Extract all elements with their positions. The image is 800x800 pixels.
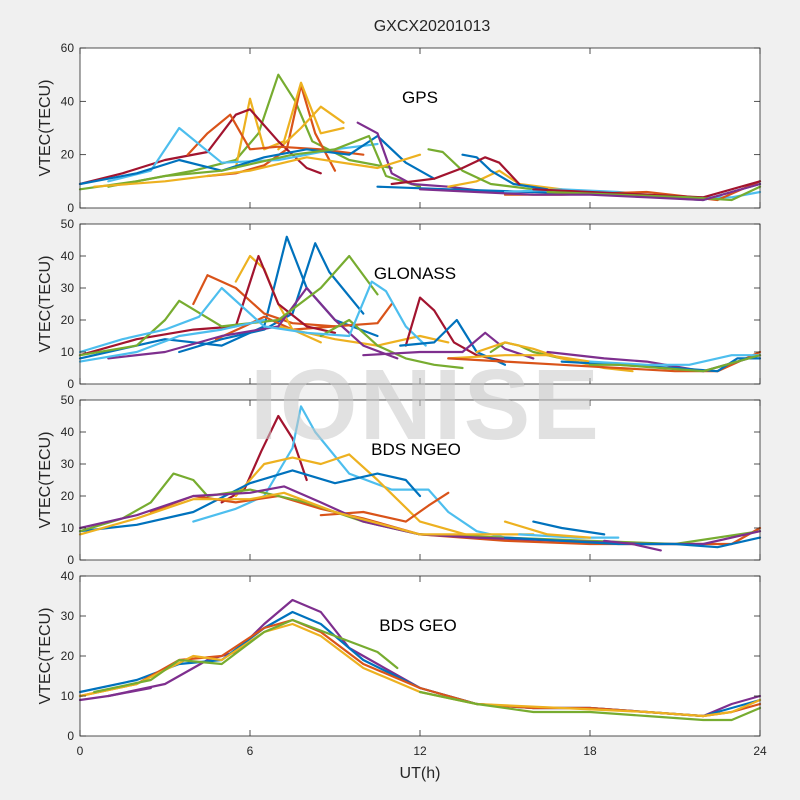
y-tick-label: 20 <box>61 489 75 503</box>
series-line-12 <box>447 169 563 191</box>
y-tick-label: 0 <box>67 201 74 215</box>
y-tick-label: 40 <box>61 425 75 439</box>
series-line-12 <box>78 318 266 363</box>
x-tick-label: 0 <box>77 744 84 758</box>
series-line-11 <box>93 153 422 188</box>
y-tick-label: 30 <box>61 281 75 295</box>
figure-title: GXCX20201013 <box>374 18 491 35</box>
series-line-15 <box>390 156 521 186</box>
series-line-18 <box>447 354 592 363</box>
y-axis-label: VTEC(TECU) <box>37 80 54 177</box>
series-line-15 <box>362 331 535 360</box>
y-tick-label: 10 <box>61 521 75 535</box>
y-tick-label: 40 <box>61 94 75 108</box>
panel-label: GPS <box>402 88 438 107</box>
series-line-9 <box>503 536 762 549</box>
series-line-6 <box>418 690 762 722</box>
y-tick-label: 50 <box>61 393 75 407</box>
panel-1: 0 20 40 60 VTEC(TECU) GPS <box>37 41 762 215</box>
y-tick-label: 30 <box>61 609 75 623</box>
panel-label: GLONASS <box>374 264 456 283</box>
series-line-8 <box>107 286 399 360</box>
series-line-12 <box>532 520 606 536</box>
series-line-9 <box>78 254 379 357</box>
panel-4: 0 10 20 30 40 0 6 12 18 24 VTEC(TECU) BDS GEO <box>37 569 767 758</box>
series-line-5 <box>319 491 450 523</box>
series-line-11 <box>78 280 427 354</box>
y-tick-label: 0 <box>67 729 74 743</box>
panel-label: BDS NGEO <box>371 440 461 459</box>
series-line-3 <box>234 453 535 542</box>
series-line-23 <box>588 354 762 373</box>
y-tick-label: 20 <box>61 148 75 162</box>
y-tick-label: 40 <box>61 569 75 583</box>
y-tick-label: 40 <box>61 249 75 263</box>
y-tick-label: 20 <box>61 313 75 327</box>
plot-area <box>80 224 760 384</box>
y-tick-label: 0 <box>67 553 74 567</box>
x-axis-label: UT(h) <box>400 765 441 782</box>
y-axis-label: VTEC(TECU) <box>37 432 54 529</box>
series-line-8 <box>78 134 436 186</box>
series-line-7 <box>78 686 152 702</box>
series-line-14 <box>503 520 592 539</box>
series-line-22 <box>588 354 762 366</box>
y-tick-label: 10 <box>61 345 75 359</box>
series-line-9 <box>107 134 422 188</box>
panel-label: BDS GEO <box>379 616 456 635</box>
y-tick-label: 50 <box>61 217 75 231</box>
y-axis-label: VTEC(TECU) <box>37 256 54 353</box>
plot-area <box>80 400 760 560</box>
series-line-21 <box>418 182 762 202</box>
series-line-3 <box>192 274 337 328</box>
y-tick-label: 10 <box>61 689 75 703</box>
series-line-3 <box>234 81 345 170</box>
series-line-2 <box>178 242 365 354</box>
series-line-5 <box>93 618 399 694</box>
series-line-13 <box>427 148 535 191</box>
series-line-13 <box>603 539 662 552</box>
x-tick-label: 24 <box>753 744 767 758</box>
panel-2: 0 10 20 30 40 50 VTEC(TECU) GLONASS <box>37 217 762 391</box>
y-tick-label: 0 <box>67 377 74 391</box>
series-line-10 <box>319 318 464 370</box>
panel-3: 0 10 20 30 40 50 VTEC(TECU) BDS NGEO <box>37 393 762 567</box>
series-line-20 <box>546 185 762 202</box>
series-line-4 <box>277 105 345 151</box>
y-tick-label: 30 <box>61 457 75 471</box>
x-tick-label: 18 <box>583 744 597 758</box>
series-line-4 <box>78 622 762 718</box>
x-tick-label: 6 <box>247 744 254 758</box>
series-line-10 <box>78 491 535 536</box>
series-line-4 <box>78 469 422 533</box>
x-tick-label: 12 <box>413 744 427 758</box>
y-tick-label: 60 <box>61 41 75 55</box>
series-line-14 <box>461 153 549 191</box>
series-line-6 <box>186 113 365 156</box>
y-axis-label: VTEC(TECU) <box>37 608 54 705</box>
y-tick-label: 20 <box>61 649 75 663</box>
